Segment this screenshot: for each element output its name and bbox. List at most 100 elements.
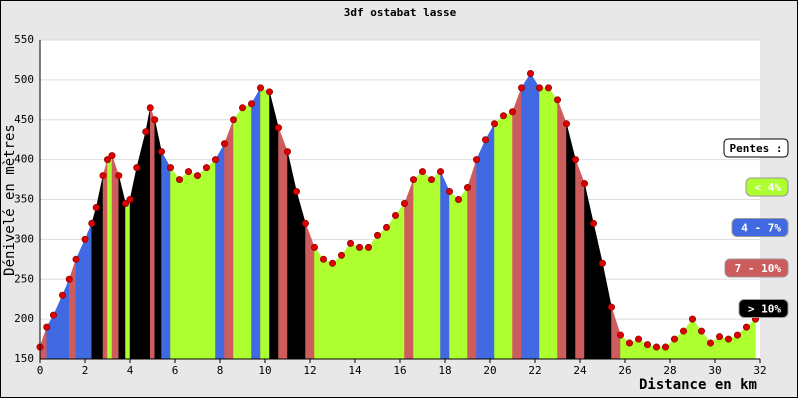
slope-segment [260,87,270,360]
slope-segment [278,127,288,360]
elevation-point [194,172,202,180]
x-tick-label: 2 [82,364,89,377]
elevation-point [133,164,141,172]
x-tick-label: 30 [708,364,721,377]
slope-segment [395,202,405,360]
x-tick-label: 32 [753,364,766,377]
slope-segment [305,223,315,360]
elevation-point [81,235,89,243]
y-tick-label: 250 [14,272,34,285]
elevation-point [126,196,134,204]
elevation-point [49,311,57,319]
elevation-point [607,303,615,311]
elevation-point [292,188,300,196]
elevation-point [634,335,642,343]
legend-swatch [745,177,789,197]
elevation-point [99,172,107,180]
x-tick-label: 18 [438,364,451,377]
elevation-point [454,196,462,204]
slope-segment [179,171,189,360]
elevation-point [65,275,73,283]
slope-segment [125,198,131,360]
elevation-point [400,199,408,207]
elevation-point [535,84,543,92]
slope-segment [91,207,97,360]
elevation-point [176,176,184,184]
slope-segment [233,107,243,360]
elevation-point [517,84,525,92]
x-tick-label: 6 [172,364,179,377]
elevation-point [355,243,363,251]
slope-segment [224,119,234,360]
elevation-point [151,116,159,124]
elevation-point [499,112,507,120]
elevation-point [526,69,534,77]
elevation-point [328,259,336,267]
elevation-point [391,211,399,219]
elevation-point [553,96,561,104]
elevation-point [697,327,705,335]
x-tick-label: 16 [393,364,406,377]
elevation-point [301,219,309,227]
y-tick-label: 550 [14,33,34,46]
elevation-point [212,156,220,164]
slope-segment [431,171,441,360]
legend-title: Pentes : [730,142,783,155]
elevation-point [265,88,273,96]
elevation-point [418,168,426,176]
elevation-point [337,251,345,259]
elevation-point [346,239,354,247]
elevation-point [508,108,516,116]
slope-segment [530,72,540,360]
elevation-point [733,331,741,339]
profile [39,72,756,360]
elevation-point [158,148,166,156]
slope-segment [197,167,207,360]
elevation-point [239,104,247,112]
elevation-point [72,255,80,263]
x-tick-label: 26 [618,364,631,377]
slope-segment [341,242,351,360]
elevation-point [203,164,211,172]
slope-segment [84,223,92,360]
elevation-point [724,335,732,343]
elevation-point [256,84,264,92]
elevation-point [544,84,552,92]
x-tick-label: 20 [483,364,496,377]
elevation-point [283,148,291,156]
elevation-point [652,343,660,351]
slope-segment [359,247,369,360]
slope-segment [323,258,333,360]
y-axis-label: Dénivelé en mètres [2,124,18,276]
slope-segment [242,103,252,360]
elevation-point [472,156,480,164]
y-tick-label: 200 [14,312,34,325]
x-tick-label: 14 [348,364,362,377]
slope-segment [386,214,396,360]
elevation-point [445,188,453,196]
y-tick-label: 150 [14,352,34,365]
elevation-point [409,176,417,184]
elevation-point [274,124,282,132]
elevation-point [598,259,606,267]
elevation-point [463,184,471,192]
slope-segment [206,159,216,360]
elevation-point [146,104,154,112]
elevation-point [625,339,633,347]
slope-segment [485,122,495,360]
elevation-point [616,331,624,339]
y-tick-label: 350 [14,193,34,206]
legend: Pentes : < 4% 4 - 7% 7 - 10% > 10% [723,138,789,318]
elevation-point [185,168,193,176]
elevation-point [104,156,112,164]
slope-segment [377,226,387,360]
slope-segment [575,159,585,360]
elevation-point [661,343,669,351]
elevation-point [142,128,150,136]
slope-segment [458,186,468,360]
x-tick-label: 8 [217,364,224,377]
legend-title-box [723,138,789,158]
elevation-point [92,203,100,211]
slope-segment [440,171,450,360]
